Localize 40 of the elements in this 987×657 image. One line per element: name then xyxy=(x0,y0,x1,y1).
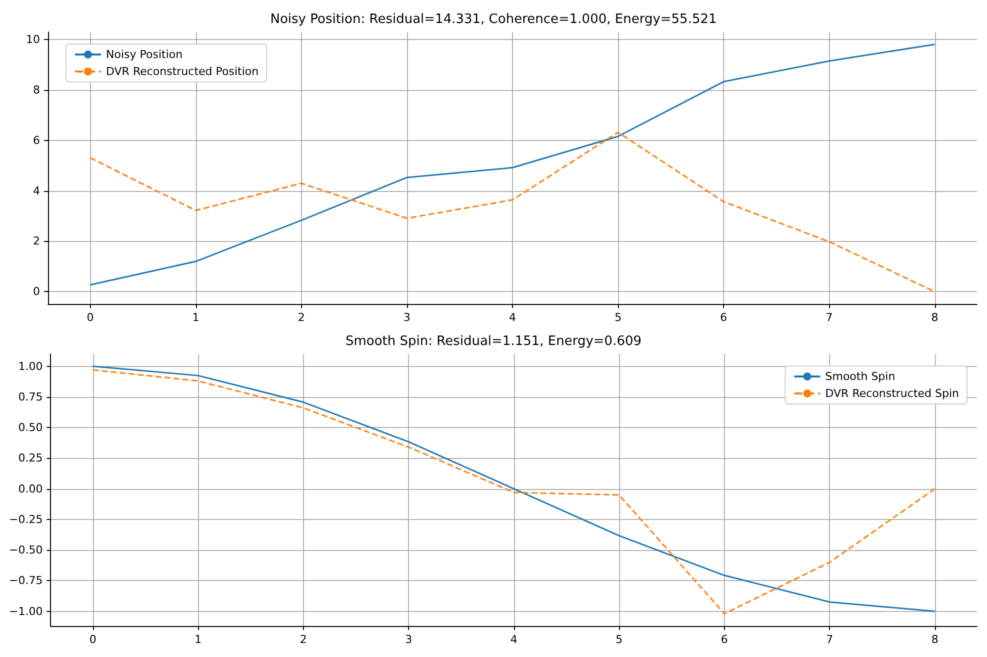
y-tick-label: 0.75 xyxy=(18,390,43,404)
y-tick-label: 4 xyxy=(33,184,40,198)
y-tick-label: 0.50 xyxy=(18,421,43,434)
x-tick-label: 2 xyxy=(298,311,305,324)
x-tick-label: 3 xyxy=(403,311,410,324)
x-tick-label: 2 xyxy=(300,633,307,646)
x-tick-label: 8 xyxy=(931,633,938,646)
x-tick-label: 3 xyxy=(405,633,412,646)
y-tick-label: 0 xyxy=(33,285,40,298)
legend-label: DVR Reconstructed Position xyxy=(106,65,259,78)
x-tick-label: 5 xyxy=(616,633,623,646)
y-tick-label: −0.50 xyxy=(8,544,43,557)
legend-label: Noisy Position xyxy=(106,48,183,61)
y-tick-label: 0.00 xyxy=(18,482,43,496)
x-tick-label: 7 xyxy=(826,633,834,646)
x-tick-label: 5 xyxy=(614,311,622,324)
chart-title: Noisy Position: Residual=14.331, Coherence=1.000, Energy=55.521 xyxy=(270,12,717,27)
y-tick-label: −1.00 xyxy=(8,604,43,618)
x-tick-label: 8 xyxy=(931,311,938,324)
x-tick-label: 7 xyxy=(826,311,833,324)
y-tick-label: 8 xyxy=(33,83,40,96)
y-tick-label: 1.00 xyxy=(18,360,43,373)
x-tick-label: 4 xyxy=(510,633,518,646)
y-tick-label: 10 xyxy=(26,33,40,46)
legend-label: Smooth Spin xyxy=(825,370,896,383)
x-tick-label: 0 xyxy=(89,633,96,646)
legend-label: DVR Reconstructed Spin xyxy=(825,387,960,400)
y-tick-label: 0.25 xyxy=(18,452,43,465)
y-tick-label: 6 xyxy=(33,134,40,147)
x-tick-label: 6 xyxy=(720,633,728,646)
x-tick-label: 4 xyxy=(509,311,516,324)
y-tick-label: −0.75 xyxy=(8,574,43,588)
y-tick-label: 2 xyxy=(33,234,40,248)
x-tick-label: 6 xyxy=(720,311,728,324)
y-tick-label: −0.25 xyxy=(8,512,43,526)
chart-title: Smooth Spin: Residual=1.151, Energy=0.609 xyxy=(345,334,642,349)
x-tick-label: 0 xyxy=(86,311,94,324)
x-tick-label: 1 xyxy=(192,311,200,324)
line-series xyxy=(89,44,936,286)
x-tick-label: 1 xyxy=(194,633,202,646)
